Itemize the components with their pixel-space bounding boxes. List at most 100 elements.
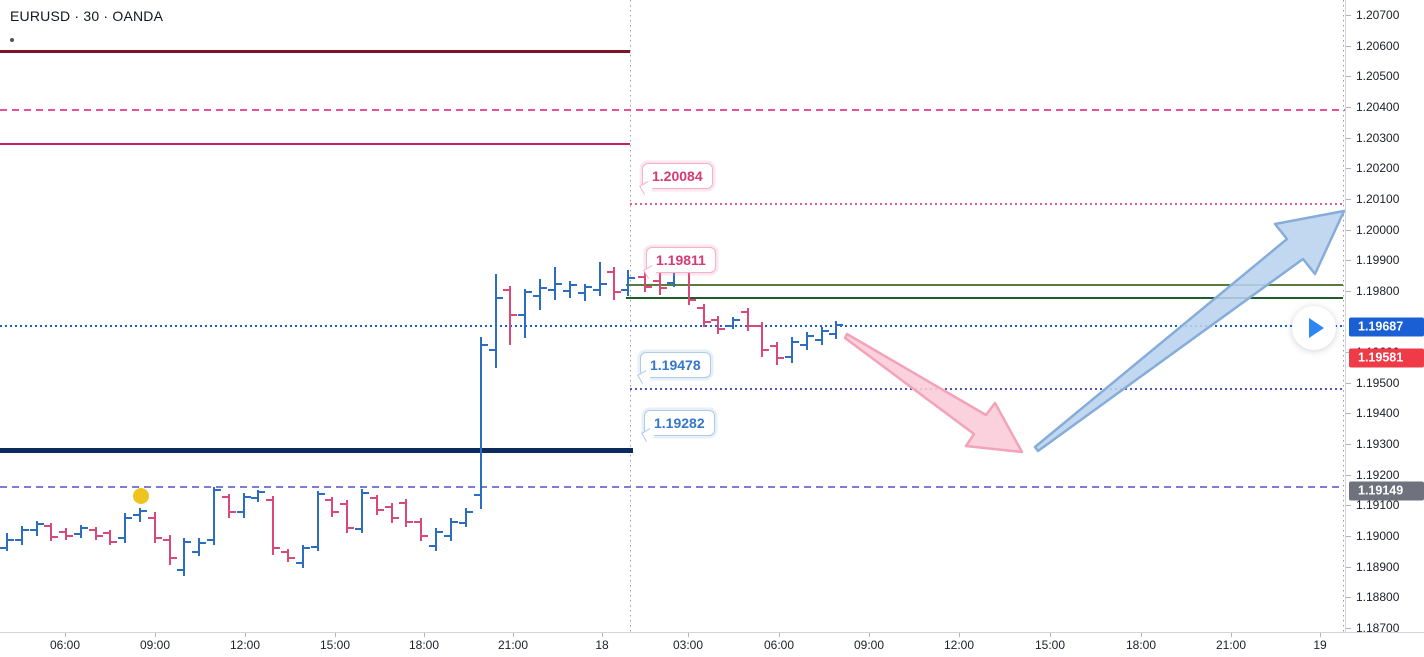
ohlc-open-tick bbox=[755, 325, 761, 327]
ohlc-bar bbox=[761, 322, 763, 357]
time-tick-mark bbox=[335, 633, 336, 637]
ohlc-open-tick bbox=[385, 506, 391, 508]
price-tick-label: 1.19100 bbox=[1356, 498, 1400, 513]
time-tick-mark bbox=[65, 633, 66, 637]
maroon-resistance-line[interactable] bbox=[0, 49, 630, 53]
ohlc-open-tick bbox=[697, 307, 703, 309]
ohlc-bar bbox=[6, 533, 8, 551]
play-button[interactable] bbox=[1292, 306, 1336, 350]
time-axis[interactable]: 06:00 09:00 12:00 15:00 18:00 21:00 18 03:00 06:… bbox=[0, 632, 1424, 657]
ohlc-bar bbox=[524, 289, 526, 338]
ohlc-bar bbox=[703, 304, 705, 327]
chart-canvas[interactable] bbox=[0, 0, 1345, 632]
current-price-badge: 1.19687 bbox=[1349, 317, 1424, 337]
ohlc-open-tick bbox=[829, 333, 835, 335]
magenta-line[interactable] bbox=[0, 142, 630, 146]
ohlc-bar bbox=[659, 271, 661, 295]
price-tick-label: 1.19400 bbox=[1356, 406, 1400, 421]
price-callout-label[interactable]: 1.20084 bbox=[639, 163, 713, 195]
time-tick-label: 09:00 bbox=[853, 638, 885, 652]
price-axis[interactable]: 1.20700 1.20600 1.20500 1.20400 1.20300 1.202… bbox=[1345, 0, 1424, 635]
price-callout-label[interactable]: 1.19811 bbox=[643, 247, 716, 279]
time-tick-label: 06:00 bbox=[49, 638, 81, 652]
ohlc-open-tick bbox=[815, 339, 821, 341]
ohlc-open-tick bbox=[770, 345, 776, 347]
price-callout-label[interactable]: 1.19478 bbox=[637, 352, 711, 384]
dotted-line-1-19478[interactable] bbox=[630, 388, 1345, 390]
time-tick-mark bbox=[245, 633, 246, 637]
ohlc-open-tick bbox=[548, 289, 554, 291]
ohlc-close-tick bbox=[823, 330, 829, 332]
ohlc-close-tick bbox=[97, 535, 103, 537]
ohlc-bar bbox=[257, 490, 259, 502]
price-tick-label: 1.20400 bbox=[1356, 100, 1400, 114]
ohlc-bar bbox=[599, 262, 601, 296]
ohlc-bar bbox=[405, 499, 407, 527]
price-callout-label[interactable]: 1.19282 bbox=[641, 410, 715, 442]
ohlc-bar bbox=[36, 521, 38, 536]
ohlc-bar bbox=[821, 327, 823, 345]
price-tick-mark bbox=[1346, 198, 1351, 200]
price-tick-label: 1.19200 bbox=[1356, 467, 1400, 482]
yellow-dot-marker[interactable] bbox=[133, 488, 149, 504]
ohlc-close-tick bbox=[719, 328, 725, 330]
time-tick-mark bbox=[779, 633, 780, 637]
current-price-line[interactable] bbox=[0, 325, 1346, 327]
green-line-upper[interactable] bbox=[626, 284, 1343, 286]
price-tick-mark bbox=[1346, 137, 1351, 139]
ohlc-close-tick bbox=[467, 511, 473, 513]
price-tick-mark bbox=[1346, 628, 1351, 629]
price-tick-mark bbox=[1346, 566, 1351, 568]
ohlc-bar bbox=[346, 500, 348, 533]
ohlc-open-tick bbox=[103, 532, 109, 534]
ohlc-open-tick bbox=[474, 494, 480, 496]
ohlc-open-tick bbox=[15, 539, 21, 541]
price-tick-label: 1.18900 bbox=[1356, 559, 1400, 574]
ohlc-bar bbox=[109, 530, 111, 545]
ohlc-open-tick bbox=[653, 280, 659, 282]
ohlc-close-tick bbox=[333, 511, 339, 513]
green-line-lower[interactable] bbox=[626, 297, 1343, 299]
price-tick-mark bbox=[1346, 168, 1351, 170]
ohlc-open-tick bbox=[399, 502, 405, 504]
pink-dashed-line[interactable] bbox=[0, 109, 1345, 111]
ohlc-open-tick bbox=[785, 356, 791, 358]
price-tick-mark bbox=[1346, 444, 1351, 446]
price-tick-mark bbox=[1346, 505, 1351, 507]
ohlc-open-tick bbox=[414, 521, 420, 523]
ohlc-bar bbox=[243, 493, 245, 518]
symbol-title[interactable]: EURUSD · 30 · OANDA bbox=[10, 8, 164, 24]
ohlc-open-tick bbox=[489, 349, 495, 351]
ohlc-close-tick bbox=[749, 325, 755, 327]
ohlc-bar bbox=[95, 527, 97, 540]
ohlc-open-tick bbox=[593, 289, 599, 291]
ohlc-close-tick bbox=[245, 496, 251, 498]
price-tick-label: 1.18700 bbox=[1356, 621, 1400, 635]
purple-dashed-line[interactable] bbox=[0, 486, 1343, 488]
legend-collapsed-dot bbox=[10, 38, 14, 42]
ohlc-bar bbox=[287, 549, 289, 562]
ohlc-open-tick bbox=[578, 292, 584, 294]
ohlc-open-tick bbox=[311, 546, 317, 548]
ohlc-close-tick bbox=[615, 291, 621, 293]
time-tick-mark bbox=[1141, 633, 1142, 637]
price-tick-label: 1.20000 bbox=[1356, 222, 1400, 237]
ohlc-open-tick bbox=[59, 531, 65, 533]
ohlc-close-tick bbox=[393, 517, 399, 519]
ohlc-close-tick bbox=[705, 321, 711, 323]
ohlc-close-tick bbox=[793, 341, 799, 343]
ohlc-close-tick bbox=[259, 491, 265, 493]
ohlc-bar bbox=[747, 308, 749, 331]
ohlc-bar bbox=[584, 284, 586, 301]
dotted-line-1-20084[interactable] bbox=[630, 203, 1345, 205]
ohlc-open-tick bbox=[711, 319, 717, 321]
ohlc-open-tick bbox=[355, 528, 361, 530]
ohlc-open-tick bbox=[251, 497, 257, 499]
ohlc-close-tick bbox=[407, 521, 413, 523]
ohlc-close-tick bbox=[348, 527, 354, 529]
ohlc-bar bbox=[228, 494, 230, 518]
navy-support-line[interactable] bbox=[0, 447, 633, 453]
ohlc-close-tick bbox=[8, 539, 14, 541]
alert-price-badge: 1.19581 bbox=[1349, 348, 1424, 368]
time-tick-label: 06:00 bbox=[763, 638, 795, 652]
